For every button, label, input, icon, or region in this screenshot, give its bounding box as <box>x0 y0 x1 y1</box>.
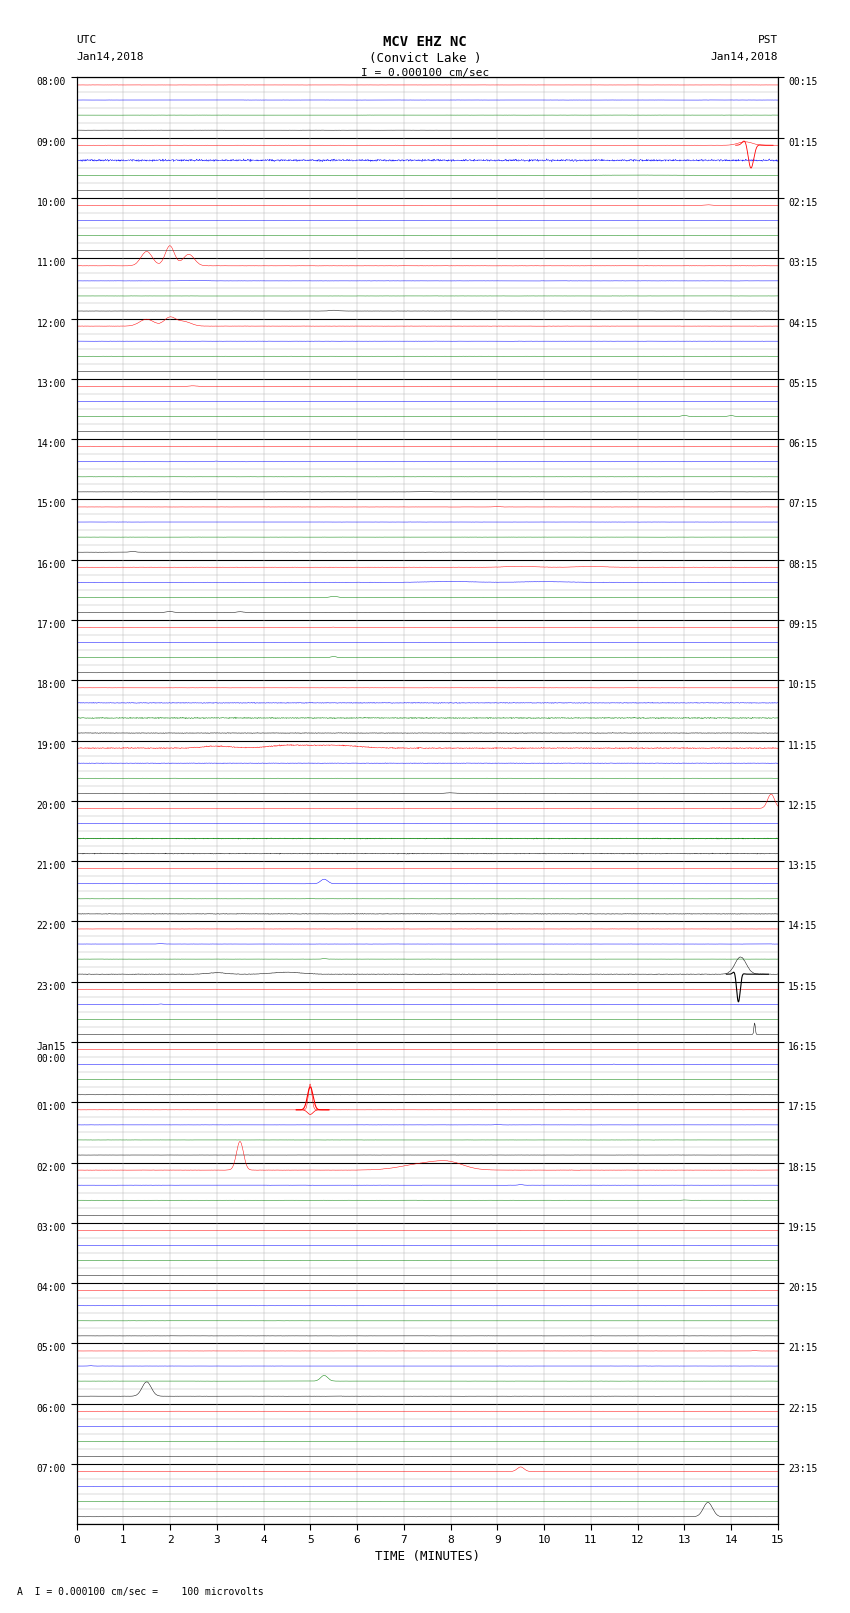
Text: Jan14,2018: Jan14,2018 <box>76 52 144 61</box>
Text: I = 0.000100 cm/sec: I = 0.000100 cm/sec <box>361 68 489 77</box>
Text: Jan14,2018: Jan14,2018 <box>711 52 778 61</box>
Text: UTC: UTC <box>76 35 97 45</box>
Text: A  I = 0.000100 cm/sec =    100 microvolts: A I = 0.000100 cm/sec = 100 microvolts <box>17 1587 264 1597</box>
Text: MCV EHZ NC: MCV EHZ NC <box>383 35 467 50</box>
Text: PST: PST <box>757 35 778 45</box>
X-axis label: TIME (MINUTES): TIME (MINUTES) <box>375 1550 479 1563</box>
Text: (Convict Lake ): (Convict Lake ) <box>369 52 481 65</box>
